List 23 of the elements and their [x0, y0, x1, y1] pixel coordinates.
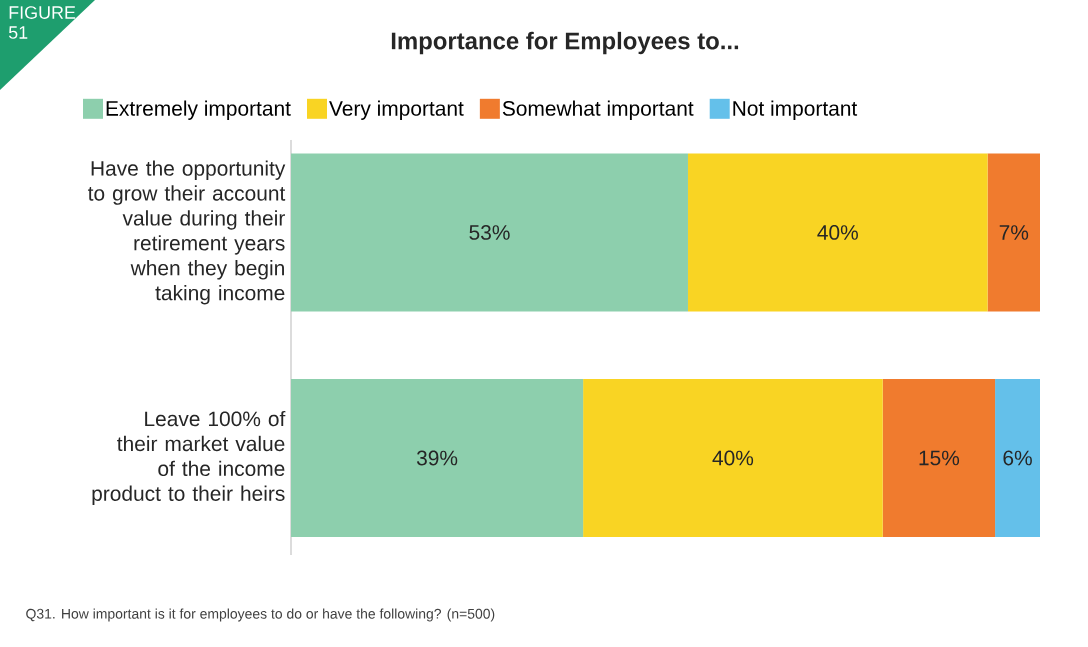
data-label: 40%	[817, 225, 858, 240]
data-label: 40%	[712, 450, 754, 466]
bar	[882, 379, 996, 537]
data-label: 15%	[919, 450, 960, 466]
y-tick-label: Have the opportunity to grow their account value during their retirement years when they begin taking income	[87, 160, 286, 305]
bar	[987, 153, 1041, 312]
legend-label: Very important	[329, 100, 464, 120]
bar	[291, 379, 584, 537]
data-label: 7%	[999, 225, 1029, 240]
chart-title: Importance for Employees to...	[391, 31, 739, 55]
bar	[291, 153, 688, 312]
text: Q31. How important is it for employees to do or have the following? (n=500)	[26, 608, 495, 622]
legend-label: Somewhat important	[502, 100, 694, 120]
data-label: 53%	[469, 225, 510, 240]
y-tick-label: Leave 100% of their market value of the income product to their heirs	[92, 410, 286, 506]
caption: FIGURE 51	[8, 6, 76, 39]
legend-label: Not important	[733, 100, 858, 120]
bar	[583, 379, 883, 537]
legend-label: Extremely important	[106, 100, 291, 120]
bar	[687, 153, 988, 312]
data-label: 6%	[1003, 450, 1032, 466]
data-label: 39%	[416, 450, 458, 466]
bar	[995, 379, 1041, 537]
